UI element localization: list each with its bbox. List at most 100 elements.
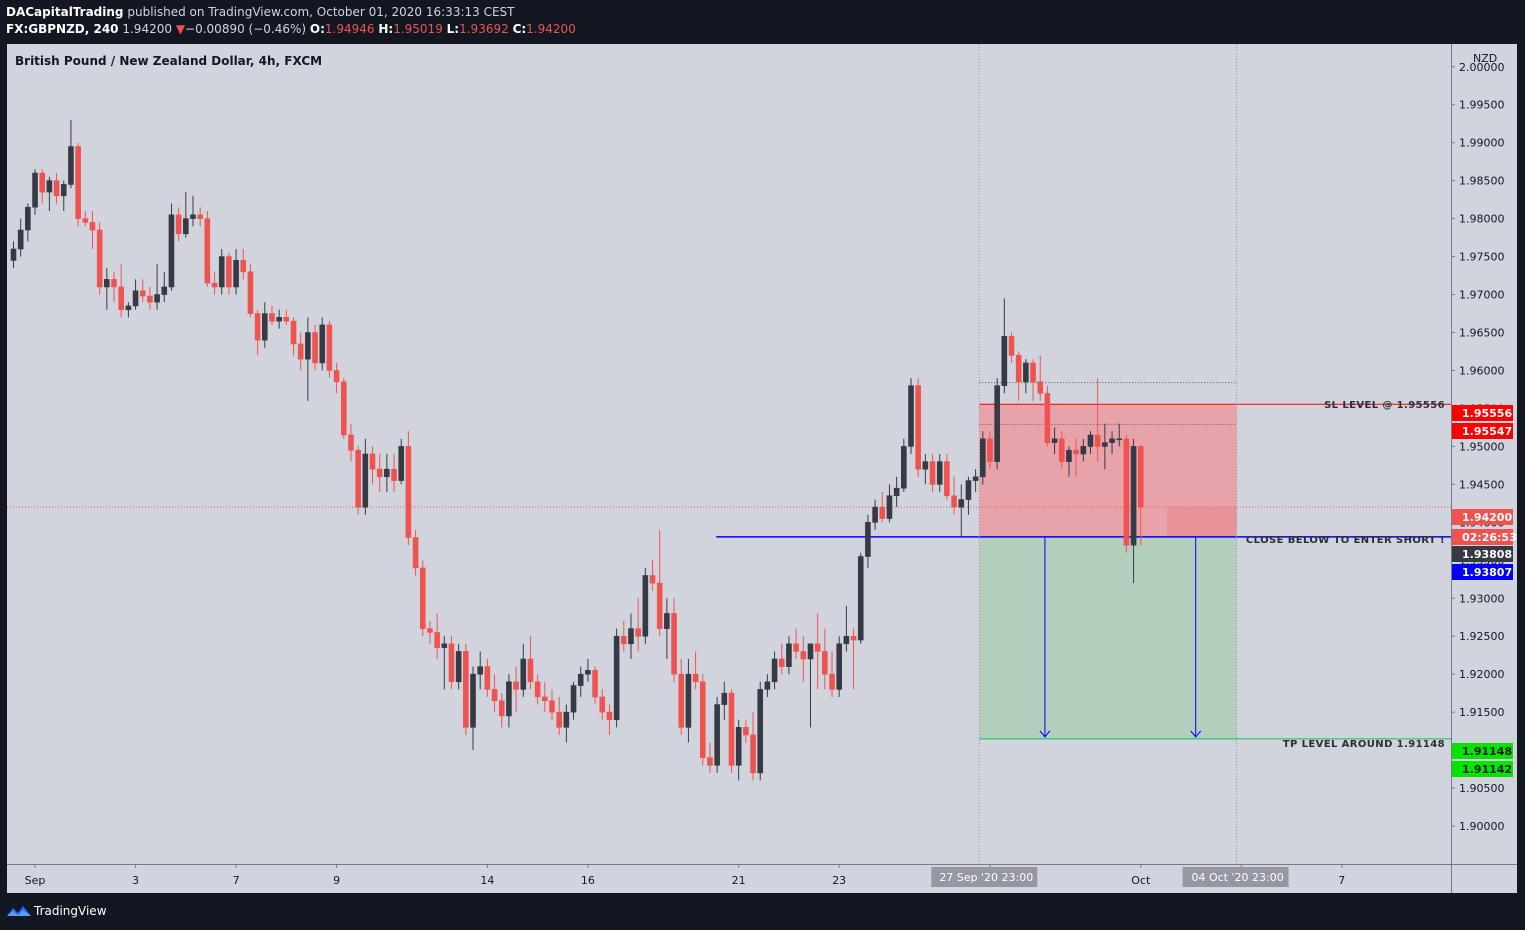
low-label: L: (446, 22, 460, 36)
candle-body (355, 449, 361, 508)
chart-area[interactable]: 2.00000 1.99500 1.99000 1.98500 1.98000 1.975… (7, 44, 1517, 893)
high-value: 1.95019 (393, 22, 443, 36)
candle-body (111, 279, 117, 288)
candle (254, 309, 261, 356)
candle (427, 621, 433, 644)
published-text: published on TradingView.com, October 01… (127, 5, 515, 19)
tradingview-logo-icon[interactable] (6, 902, 32, 920)
candle-body (886, 495, 893, 519)
arrow-down-icon (1039, 730, 1051, 738)
candle-body (369, 453, 376, 470)
candle-body (1037, 381, 1044, 394)
candle-body (901, 446, 907, 489)
candle (987, 431, 993, 470)
candle (183, 192, 189, 238)
candle (922, 454, 929, 485)
candle-body (470, 673, 476, 728)
time-marker-label: 27 Sep '20 23:00 (939, 871, 1033, 884)
current-price-text: 1.94200 (1462, 511, 1512, 524)
current-price-badge (1452, 509, 1513, 525)
candle (1094, 378, 1101, 462)
candle (771, 651, 778, 690)
candle (1037, 355, 1044, 401)
candle-body (972, 476, 979, 481)
candle-body (592, 670, 598, 698)
candle (118, 264, 124, 318)
candle-body (1015, 354, 1022, 383)
candle (68, 119, 74, 189)
candle (865, 514, 871, 568)
candle-body (735, 727, 742, 766)
blue-level-text: 1.93808 (1462, 548, 1512, 561)
candle (1073, 438, 1079, 477)
blue-level-badge-2 (1452, 564, 1513, 580)
candle (125, 302, 132, 318)
tp-price-badge (1452, 743, 1513, 759)
candle (699, 674, 706, 766)
candle-body (362, 453, 369, 508)
candle-body (204, 218, 211, 284)
price-tick-label: 1.97000 (1459, 289, 1505, 302)
candle-body (168, 214, 175, 288)
candle (908, 378, 914, 454)
candle (534, 674, 541, 705)
candle (915, 378, 921, 477)
candle-body (147, 295, 153, 303)
candle-body (484, 666, 491, 690)
price-tick-label: 1.90500 (1459, 782, 1505, 795)
candle-body (1030, 362, 1036, 383)
candle (527, 636, 534, 690)
close-below-text: CLOSE BELOW TO ENTER SHORT ! (1246, 535, 1445, 546)
candle-body (563, 711, 570, 728)
candle-body (68, 146, 74, 185)
candle (592, 666, 598, 705)
candle (549, 689, 555, 720)
candle-body (319, 324, 326, 364)
candle-body (25, 206, 31, 231)
candle-body (527, 658, 534, 683)
candle-body (247, 271, 254, 314)
time-marker-label: 04 Oct '20 23:00 (1191, 871, 1283, 884)
candle (391, 454, 397, 492)
candle (965, 476, 972, 515)
candle-body (491, 689, 498, 702)
candle (262, 302, 268, 348)
sl-price-text-2: 1.95547 (1462, 425, 1512, 438)
time-tick-label: Sep (25, 874, 46, 887)
candle-body (154, 294, 160, 303)
candle (419, 560, 426, 637)
candle (412, 529, 419, 576)
candle (972, 469, 979, 492)
candle-body (620, 635, 627, 645)
candle-body (39, 172, 46, 193)
candle-body (556, 711, 562, 728)
candle-body (958, 499, 965, 508)
candle-body (814, 643, 821, 652)
candle (735, 719, 742, 781)
candle-body (857, 556, 864, 641)
footer: TradingView (0, 893, 1525, 930)
candle (326, 321, 333, 379)
candle (879, 491, 886, 523)
candle (822, 628, 828, 690)
time-tick-label: 7 (1338, 874, 1345, 887)
candle (1051, 427, 1058, 454)
candle (628, 613, 634, 659)
candle (1001, 298, 1008, 394)
candle (994, 378, 1000, 470)
candle (240, 249, 247, 280)
candle (376, 454, 383, 492)
candle (944, 454, 950, 500)
candle (563, 704, 570, 743)
candle (671, 598, 677, 682)
candle-body (10, 248, 17, 261)
candle-body (1087, 434, 1094, 447)
candle-body (893, 487, 900, 497)
author-name[interactable]: DACapitalTrading (6, 5, 124, 19)
price-tick-label: 1.94500 (1459, 478, 1505, 491)
candle-body (218, 256, 225, 288)
candle-body (53, 180, 60, 197)
candle (498, 693, 505, 728)
tradingview-brand[interactable]: TradingView (34, 904, 107, 918)
candle-body (1058, 438, 1065, 462)
